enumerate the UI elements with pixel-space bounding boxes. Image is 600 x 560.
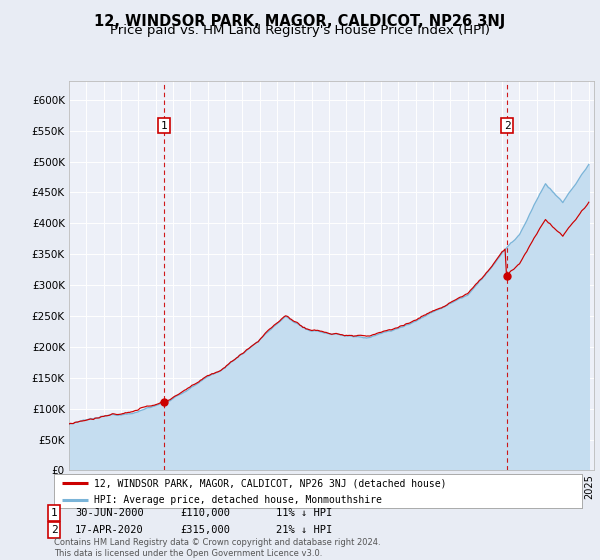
Text: 17-APR-2020: 17-APR-2020 <box>75 525 144 535</box>
Text: 30-JUN-2000: 30-JUN-2000 <box>75 508 144 518</box>
Text: 1: 1 <box>50 508 58 518</box>
Text: 2: 2 <box>504 121 511 130</box>
Text: 21% ↓ HPI: 21% ↓ HPI <box>276 525 332 535</box>
Text: 11% ↓ HPI: 11% ↓ HPI <box>276 508 332 518</box>
Text: Price paid vs. HM Land Registry's House Price Index (HPI): Price paid vs. HM Land Registry's House … <box>110 24 490 36</box>
Text: HPI: Average price, detached house, Monmouthshire: HPI: Average price, detached house, Monm… <box>94 496 382 506</box>
Text: 2: 2 <box>50 525 58 535</box>
Text: 12, WINDSOR PARK, MAGOR, CALDICOT, NP26 3NJ (detached house): 12, WINDSOR PARK, MAGOR, CALDICOT, NP26 … <box>94 478 446 488</box>
Text: £315,000: £315,000 <box>180 525 230 535</box>
Text: £110,000: £110,000 <box>180 508 230 518</box>
Text: 1: 1 <box>161 121 167 130</box>
Text: Contains HM Land Registry data © Crown copyright and database right 2024.
This d: Contains HM Land Registry data © Crown c… <box>54 538 380 558</box>
Text: 12, WINDSOR PARK, MAGOR, CALDICOT, NP26 3NJ: 12, WINDSOR PARK, MAGOR, CALDICOT, NP26 … <box>94 14 506 29</box>
